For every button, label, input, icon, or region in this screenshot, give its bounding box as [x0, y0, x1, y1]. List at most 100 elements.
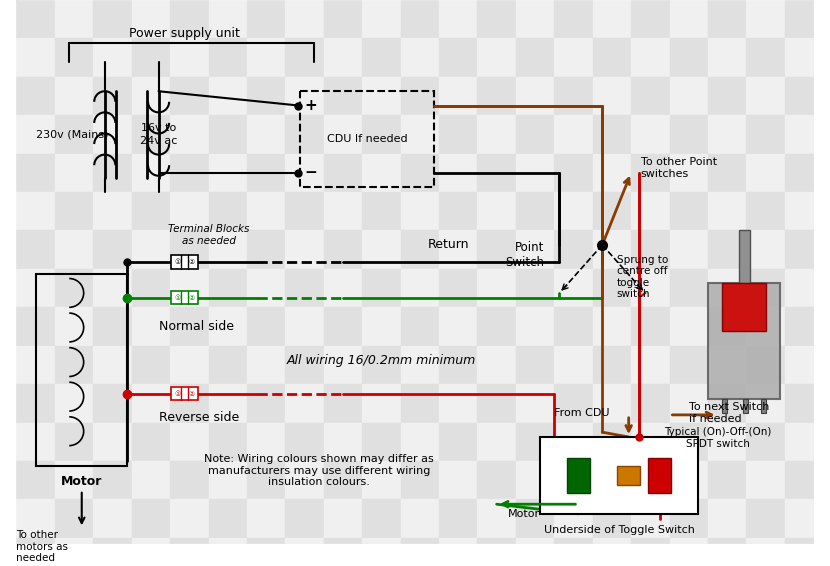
Bar — [208, 192, 247, 230]
Bar — [477, 77, 515, 115]
Text: Normal side: Normal side — [159, 320, 233, 333]
Text: Terminal Blocks
as needed: Terminal Blocks as needed — [168, 225, 249, 246]
Bar — [401, 423, 439, 461]
Bar — [708, 284, 780, 398]
Bar — [286, 499, 324, 538]
Bar — [170, 384, 208, 423]
Bar — [439, 384, 477, 423]
Bar — [208, 461, 247, 499]
Bar — [746, 461, 784, 499]
Bar — [208, 423, 247, 461]
Bar — [477, 346, 515, 384]
Bar — [708, 423, 746, 461]
Text: Sprung to
centre off
toggle
switch: Sprung to centre off toggle switch — [617, 255, 668, 299]
Bar — [324, 423, 362, 461]
Bar — [593, 307, 631, 346]
Bar — [362, 499, 401, 538]
Bar — [170, 307, 208, 346]
Bar — [208, 0, 247, 38]
Bar — [631, 77, 670, 115]
Bar — [286, 38, 324, 77]
Bar — [132, 538, 170, 566]
Bar — [515, 461, 554, 499]
Bar — [439, 538, 477, 566]
Bar — [171, 291, 198, 305]
Bar — [593, 153, 631, 192]
Bar — [708, 538, 746, 566]
Bar — [746, 538, 784, 566]
Bar — [362, 38, 401, 77]
Bar — [170, 192, 208, 230]
Bar — [631, 538, 670, 566]
Bar — [208, 115, 247, 153]
Bar — [670, 269, 708, 307]
Bar — [593, 423, 631, 461]
Bar — [631, 269, 670, 307]
Bar — [17, 384, 55, 423]
Bar — [401, 115, 439, 153]
Bar — [401, 461, 439, 499]
Bar — [286, 461, 324, 499]
Bar — [324, 115, 362, 153]
Bar — [515, 384, 554, 423]
Bar — [286, 115, 324, 153]
Text: +: + — [305, 98, 317, 113]
Bar — [784, 307, 823, 346]
Bar — [208, 307, 247, 346]
Bar — [631, 346, 670, 384]
Bar — [247, 153, 286, 192]
Bar — [439, 499, 477, 538]
Bar — [784, 38, 823, 77]
Bar — [477, 115, 515, 153]
Bar — [477, 192, 515, 230]
Bar — [208, 538, 247, 566]
Text: To other Point
switches: To other Point switches — [641, 157, 717, 179]
Bar — [593, 384, 631, 423]
Text: ②: ② — [188, 391, 194, 397]
Bar — [324, 38, 362, 77]
Bar — [708, 269, 746, 307]
Bar — [515, 0, 554, 38]
Bar — [708, 77, 746, 115]
Bar — [670, 538, 708, 566]
Bar — [170, 115, 208, 153]
Bar — [170, 153, 208, 192]
Bar — [17, 461, 55, 499]
Bar — [477, 499, 515, 538]
Bar — [132, 230, 170, 269]
Bar — [286, 384, 324, 423]
Bar — [324, 0, 362, 38]
Bar — [401, 0, 439, 38]
Bar — [746, 307, 784, 346]
Bar — [631, 38, 670, 77]
Bar — [286, 77, 324, 115]
Text: Underside of Toggle Switch: Underside of Toggle Switch — [544, 525, 695, 535]
Bar — [439, 77, 477, 115]
Bar — [784, 384, 823, 423]
Bar — [746, 115, 784, 153]
Text: ①: ① — [174, 259, 181, 265]
Bar — [593, 192, 631, 230]
Bar — [286, 0, 324, 38]
Bar — [670, 115, 708, 153]
Bar — [401, 77, 439, 115]
Text: ①: ① — [174, 391, 181, 397]
Bar — [631, 384, 670, 423]
Bar — [286, 153, 324, 192]
Bar — [618, 466, 640, 485]
Bar — [286, 346, 324, 384]
Bar — [362, 77, 401, 115]
Bar — [631, 230, 670, 269]
Bar — [300, 91, 434, 187]
Bar — [247, 0, 286, 38]
Bar — [17, 230, 55, 269]
Text: Note: Wiring colours shown may differ as
manufacturers may use different wiring
: Note: Wiring colours shown may differ as… — [204, 454, 434, 487]
Bar — [670, 384, 708, 423]
Bar — [708, 346, 746, 384]
Bar — [670, 38, 708, 77]
Bar — [55, 346, 93, 384]
Bar — [554, 461, 593, 499]
Bar — [286, 307, 324, 346]
Bar — [17, 499, 55, 538]
Bar — [784, 269, 823, 307]
